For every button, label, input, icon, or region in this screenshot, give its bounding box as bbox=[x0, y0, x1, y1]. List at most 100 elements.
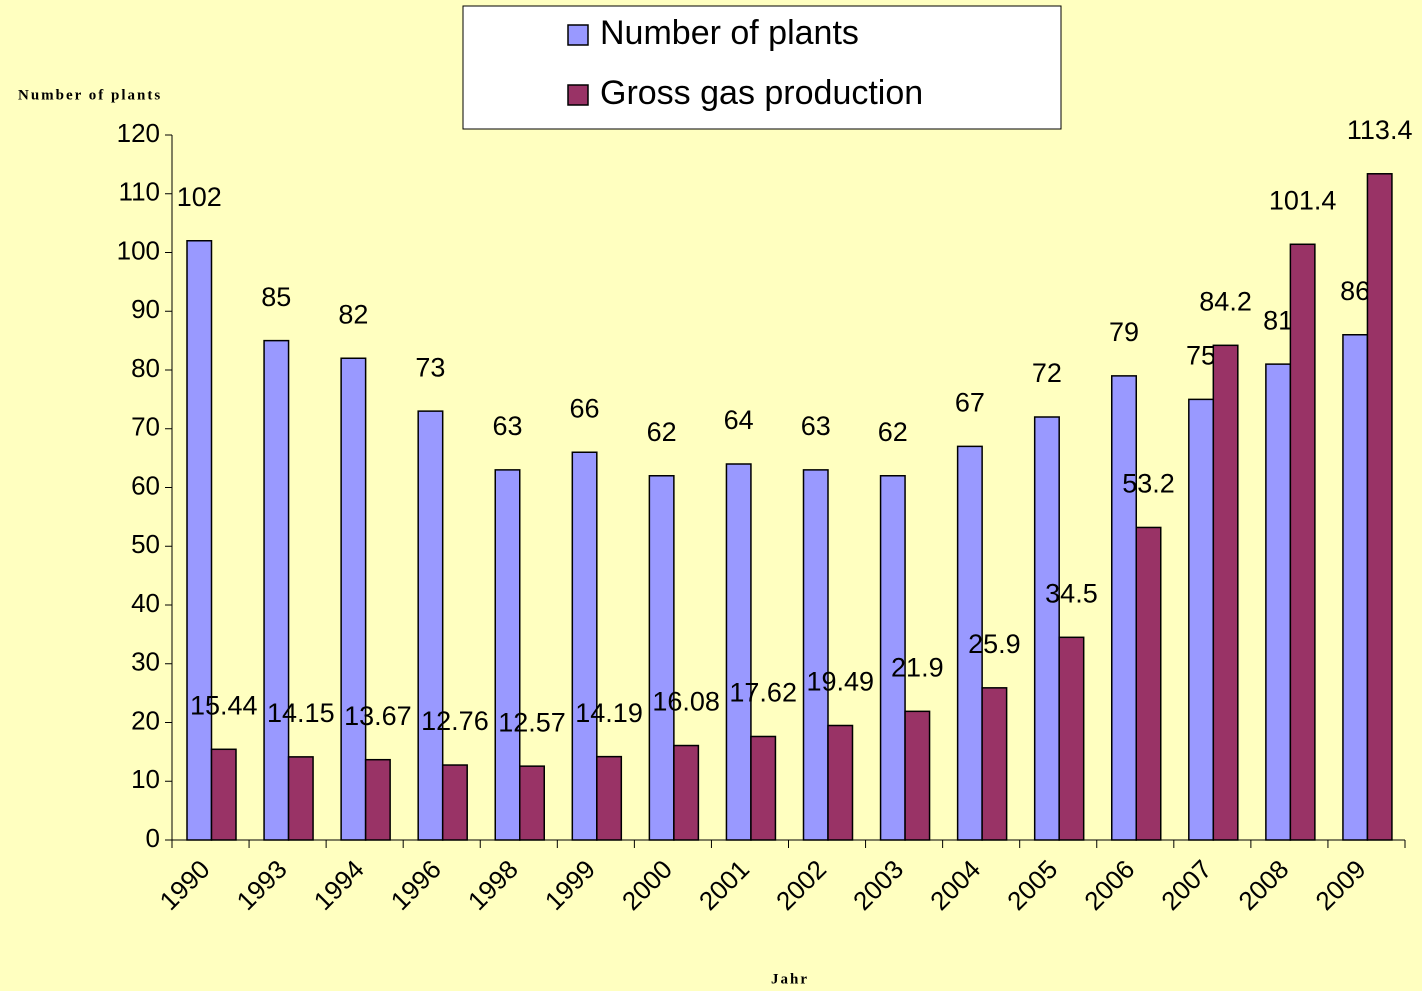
bar bbox=[648, 475, 675, 841]
y-tick-label: 60 bbox=[131, 470, 160, 500]
value-label: 19.49 bbox=[806, 667, 874, 697]
value-label: 86 bbox=[1340, 276, 1370, 306]
bar bbox=[879, 475, 906, 841]
value-label: 66 bbox=[570, 393, 600, 423]
x-tick-label: 2005 bbox=[1001, 854, 1063, 916]
bar bbox=[441, 764, 468, 841]
bar bbox=[364, 758, 391, 841]
value-label: 113.4 bbox=[1347, 115, 1413, 145]
x-tick-label: 2006 bbox=[1078, 854, 1140, 916]
x-tick-label: 2004 bbox=[924, 854, 986, 916]
value-label: 17.62 bbox=[729, 678, 797, 708]
bar bbox=[956, 445, 983, 841]
bar bbox=[673, 744, 700, 841]
value-label: 62 bbox=[647, 417, 677, 447]
value-label: 53.2 bbox=[1122, 469, 1175, 499]
value-label: 79 bbox=[1109, 317, 1139, 347]
bar bbox=[596, 755, 623, 841]
value-label: 102 bbox=[177, 182, 222, 212]
y-tick-label: 20 bbox=[131, 705, 160, 735]
x-tick-label: 1993 bbox=[231, 854, 293, 916]
bar bbox=[1366, 173, 1393, 841]
value-label: 64 bbox=[724, 405, 754, 435]
value-label: 67 bbox=[955, 388, 985, 418]
value-label: 75 bbox=[1186, 341, 1216, 371]
x-tick-label: 2001 bbox=[693, 854, 755, 916]
value-label: 85 bbox=[261, 282, 291, 312]
legend-swatch bbox=[567, 84, 589, 106]
value-label: 13.67 bbox=[344, 701, 412, 731]
bar bbox=[417, 410, 444, 841]
bar bbox=[186, 240, 213, 841]
value-label: 63 bbox=[801, 411, 831, 441]
value-label: 12.76 bbox=[421, 706, 489, 736]
value-label: 12.57 bbox=[498, 707, 566, 737]
y-tick-label: 40 bbox=[131, 588, 160, 618]
y-tick-label: 120 bbox=[117, 118, 160, 148]
bar bbox=[494, 469, 521, 841]
y-tick-label: 0 bbox=[146, 823, 160, 853]
bar bbox=[802, 469, 829, 841]
bar bbox=[287, 756, 314, 841]
x-tick-label: 1998 bbox=[462, 854, 524, 916]
value-label: 25.9 bbox=[968, 629, 1021, 659]
legend-label: Gross gas production bbox=[600, 74, 923, 112]
value-label: 82 bbox=[338, 299, 368, 329]
bar bbox=[1212, 344, 1239, 841]
value-label: 62 bbox=[878, 417, 908, 447]
value-label: 15.44 bbox=[190, 690, 258, 720]
legend-swatch bbox=[567, 24, 589, 46]
bar bbox=[571, 451, 598, 841]
bar bbox=[1058, 636, 1085, 841]
bar bbox=[827, 724, 854, 841]
bar bbox=[904, 710, 931, 841]
y-axis-title: Number of plants bbox=[18, 87, 162, 103]
x-tick-label: 2002 bbox=[770, 854, 832, 916]
value-label: 14.15 bbox=[267, 698, 335, 728]
y-tick-label: 100 bbox=[117, 235, 160, 265]
value-label: 81 bbox=[1263, 305, 1293, 335]
bar bbox=[750, 735, 777, 841]
y-tick-label: 110 bbox=[119, 177, 160, 207]
y-tick-label: 90 bbox=[131, 294, 160, 324]
x-tick-label: 2003 bbox=[847, 854, 909, 916]
x-axis-title: Jahr bbox=[771, 971, 809, 987]
x-tick-label: 1996 bbox=[385, 854, 447, 916]
value-label: 73 bbox=[415, 352, 445, 382]
bar bbox=[263, 339, 290, 841]
bar bbox=[981, 687, 1008, 841]
y-tick-label: 70 bbox=[131, 412, 160, 442]
bar bbox=[1342, 334, 1369, 841]
bar bbox=[340, 357, 367, 841]
value-label: 14.19 bbox=[575, 698, 643, 728]
value-label: 16.08 bbox=[652, 687, 720, 717]
value-label: 72 bbox=[1032, 358, 1062, 388]
bar bbox=[725, 463, 752, 841]
value-label: 84.2 bbox=[1199, 286, 1252, 316]
bar bbox=[210, 748, 237, 841]
x-tick-label: 2008 bbox=[1232, 854, 1294, 916]
value-label: 21.9 bbox=[891, 652, 944, 682]
bar bbox=[1289, 243, 1316, 841]
bar bbox=[1265, 363, 1292, 841]
x-tick-label: 2007 bbox=[1155, 854, 1217, 916]
bar bbox=[519, 765, 545, 841]
y-tick-label: 30 bbox=[131, 647, 160, 677]
y-tick-label: 50 bbox=[131, 529, 160, 559]
bar bbox=[1188, 398, 1215, 841]
x-tick-label: 1994 bbox=[308, 854, 370, 916]
value-label: 63 bbox=[492, 411, 522, 441]
bar bbox=[1111, 375, 1137, 841]
legend-box bbox=[462, 5, 1062, 130]
value-label: 34.5 bbox=[1045, 578, 1098, 608]
x-tick-label: 1999 bbox=[539, 854, 601, 916]
bar bbox=[1033, 416, 1060, 841]
x-tick-label: 1990 bbox=[154, 854, 216, 916]
legend-label: Number of plants bbox=[600, 14, 859, 52]
bar bbox=[1135, 526, 1162, 841]
value-label: 101.4 bbox=[1269, 185, 1337, 215]
y-tick-label: 10 bbox=[131, 764, 160, 794]
x-tick-label: 2009 bbox=[1309, 854, 1371, 916]
y-tick-label: 80 bbox=[131, 353, 160, 383]
